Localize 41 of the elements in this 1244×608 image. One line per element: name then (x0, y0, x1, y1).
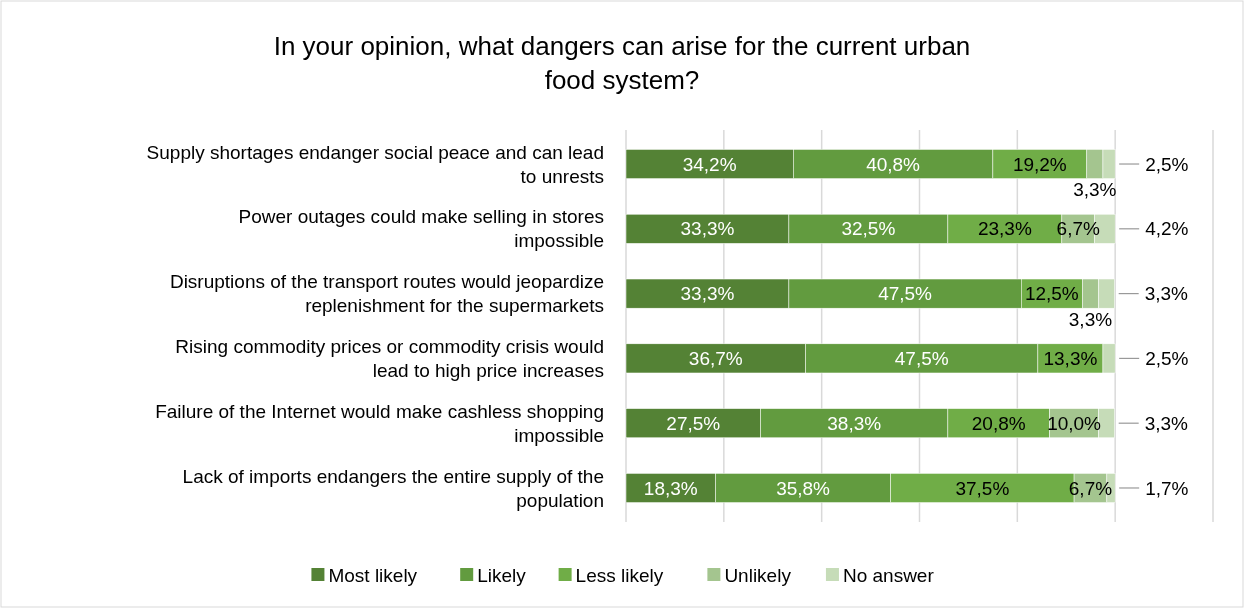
data-label: 34,2% (682, 153, 737, 175)
data-label: 3,3% (1144, 412, 1189, 434)
legend-label: Most likely (328, 564, 418, 586)
legend-label: Likely (477, 564, 527, 586)
data-label: 3,3% (1068, 308, 1113, 330)
legend-label: Less likely (575, 564, 664, 586)
data-label: 20,8% (971, 412, 1026, 434)
y-tick-label: Disruptions of the transport routes would jeopardize replenishment for the supermarkets (169, 271, 604, 317)
data-label: 10,0% (1047, 412, 1102, 434)
legend-label: Unlikely (724, 564, 792, 586)
data-label: 32,5% (841, 218, 896, 240)
data-label: 1,7% (1145, 477, 1189, 499)
y-tick-label: Lack of imports endangers the entire supply of the population (182, 465, 604, 511)
data-label: 6,7% (1056, 218, 1100, 240)
chart-title: In your opinion, what dangers can arise for the current urban food system? (273, 31, 971, 95)
data-label: 19,2% (1012, 153, 1067, 175)
data-label: 37,5% (955, 477, 1010, 499)
data-label: 33,3% (680, 283, 735, 305)
data-label: 2,5% (1145, 348, 1189, 370)
data-label: 18,3% (643, 477, 698, 499)
data-label: 47,5% (878, 283, 933, 305)
data-label: 35,8% (776, 477, 831, 499)
data-label: 38,3% (827, 412, 882, 434)
y-tick-label: Failure of the Internet would make cashless shopping impossible (155, 400, 604, 446)
y-tick-label: Rising commodity prices or commodity crisis would lead to high price increases (175, 336, 604, 382)
data-label: 33,3% (680, 218, 735, 240)
data-label: 12,5% (1024, 283, 1079, 305)
y-tick-label: Supply shortages endanger social peace and can lead to unrests (146, 141, 604, 187)
y-tick-label: Power outages could make selling in stores impossible (238, 206, 604, 252)
data-label: 47,5% (894, 348, 949, 370)
data-label: 4,2% (1145, 218, 1189, 240)
data-label: 3,3% (1144, 283, 1189, 305)
data-label: 3,3% (1073, 179, 1117, 201)
data-label: 27,5% (666, 412, 721, 434)
data-label: 40,8% (866, 153, 921, 175)
data-label: 13,3% (1043, 348, 1098, 370)
data-label: 36,7% (688, 348, 743, 370)
data-label: 2,5% (1145, 153, 1189, 175)
data-label: 23,3% (977, 218, 1032, 240)
legend-label: No answer (842, 564, 935, 586)
data-label: 6,7% (1068, 477, 1113, 499)
